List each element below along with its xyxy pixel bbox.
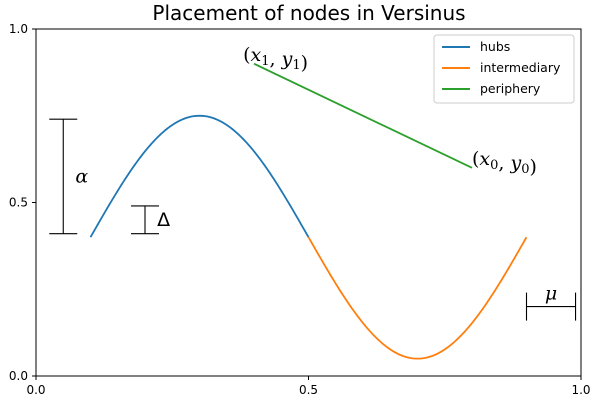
series-line-hubs: [89, 114, 310, 238]
annotation-text: ): [301, 52, 308, 74]
chart-title: Placement of nodes in Versinus: [152, 1, 465, 25]
annotation-delta-label: Δ: [157, 209, 170, 231]
annotation-point-x0-y0: (x0, y0): [472, 148, 537, 178]
legend-label-hubs: hubs: [480, 39, 510, 54]
annotation-subscript: 1: [261, 54, 269, 69]
y-tick-label: 0.5: [9, 196, 28, 210]
series-layer: [89, 62, 528, 360]
x-tick-label: 1.0: [571, 383, 590, 397]
annotation-alpha-label: α: [75, 165, 88, 187]
legend-label-periphery: periphery: [480, 81, 541, 96]
legend-label-intermediary: intermediary: [480, 60, 561, 75]
annotation-text: x: [479, 148, 490, 170]
ticks: 0.0 0.5 1.0 0.0 0.5 1.0: [9, 22, 591, 397]
x-tick-label: 0.5: [299, 383, 318, 397]
annotation-text: ,: [270, 48, 282, 70]
annotation-subscript: 0: [521, 162, 529, 177]
series-periphery: [253, 62, 473, 169]
annotation-mu-bracket: [525, 292, 577, 321]
x-tick-label: 0.0: [26, 383, 45, 397]
y-tick-label: 1.0: [9, 22, 28, 36]
annotation-subscript: 0: [490, 158, 498, 173]
series-line-intermediary: [307, 236, 528, 360]
annotation-text: (: [243, 44, 250, 66]
annotation-mu-label: μ: [545, 282, 557, 304]
series-line-periphery: [253, 62, 473, 169]
series-intermediary: [307, 236, 528, 360]
annotation-subscript: 1: [292, 58, 300, 73]
annotation-text: ,: [498, 152, 510, 174]
annotation-text: (: [472, 148, 479, 170]
annotation-text: x: [251, 44, 262, 66]
series-hubs: [89, 114, 310, 238]
annotation-point-x1-y1: (x1, y1): [243, 44, 308, 74]
legend-box: [433, 34, 575, 104]
annotation-text: y: [281, 48, 293, 70]
annotation-text: y: [510, 152, 522, 174]
y-tick-label: 0.0: [9, 369, 28, 383]
annotation-text: ): [530, 156, 537, 178]
legend: hubs intermediary periphery: [433, 34, 575, 104]
annotation-alpha-bracket: [49, 118, 78, 235]
annotation-delta-bracket: [131, 205, 159, 235]
annotations-layer: αΔμ(x1, y1)(x0, y0): [49, 44, 577, 321]
